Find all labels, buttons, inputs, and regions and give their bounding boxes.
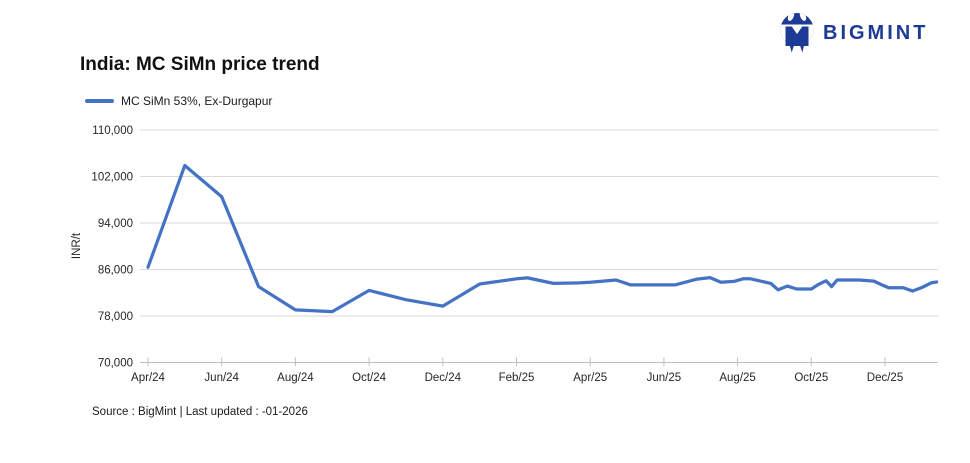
brand-name: BIGMINT [823,22,929,44]
y-tick-label: 86,000 [98,265,133,277]
legend-line-swatch [85,99,114,103]
y-tick-label: 102,000 [91,172,133,184]
x-tick-label: Oct/25 [794,372,828,384]
x-tick-label: Aug/25 [719,372,755,384]
legend-label: MC SiMn 53%, Ex-Durgapur [121,94,273,108]
y-tick-label: 94,000 [98,218,133,230]
y-tick-label: 78,000 [98,311,133,323]
price-line-series [146,163,939,314]
y-tick-label: 70,000 [98,358,133,370]
page-title: India: MC SiMn price trend [80,54,320,75]
x-tick-label: Apr/25 [573,372,607,384]
x-tick-label: Dec/25 [867,372,903,384]
bigmint-logo: BIGMINT [777,12,928,55]
chart-legend: MC SiMn 53%, Ex-Durgapur [85,94,272,108]
x-tick-label: Feb/25 [499,372,535,384]
x-tick-label: Jun/24 [204,372,239,384]
x-tick-label: Aug/24 [277,372,314,384]
y-tick-label: 110,000 [92,125,133,137]
source-note: Source : BigMint | Last updated : -01-20… [92,406,308,418]
y-axis-title: INR/t [71,232,83,259]
x-tick-label: Apr/24 [131,372,165,384]
x-tick-label: Oct/24 [352,372,386,384]
x-tick-label: Jun/25 [647,372,682,384]
x-tick-label: Dec/24 [425,372,462,384]
bigmint-circle-m-icon [780,13,814,53]
